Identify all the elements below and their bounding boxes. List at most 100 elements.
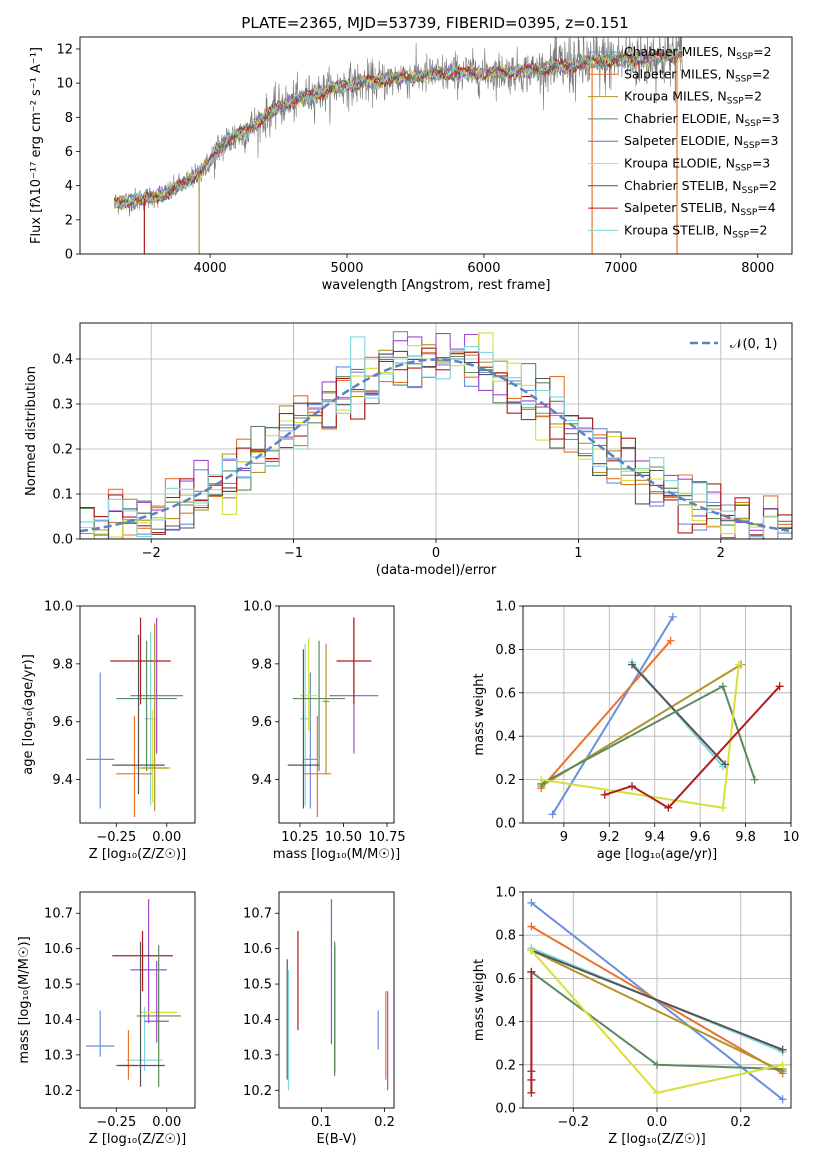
x-axis-label: Z [log₁₀(Z/Z☉)] [608,1132,705,1147]
x-tick-label: 8000 [741,261,774,276]
legend-entry: Salpeter STELIB, NSSP=4 [624,200,776,218]
spectrum-plot-area [113,37,683,254]
series-marker [653,1060,661,1069]
y-axis-label: Flux [fλ10⁻¹⁷ erg cm⁻² s⁻¹ A⁻¹] [29,47,44,244]
x-tick-label: 9 [560,830,568,845]
mass_vs_Z-frame [79,891,196,1109]
x-tick-label: −1 [284,546,303,561]
series-marker [527,1088,536,1097]
y-tick-label: 10.3 [44,1048,73,1063]
x-axis-label: mass [log₁₀(M/M☉)] [273,847,400,862]
y-tick-label: 10.7 [44,907,73,922]
series-marker [628,782,637,791]
y-tick-label: 8 [65,111,73,126]
y-tick-label: 2 [65,213,73,228]
series-marker [718,803,727,812]
legend-entry: Chabrier STELIB, NSSP=2 [624,178,777,196]
y-tick-label: 10.5 [243,978,272,993]
age_vs_mass-frame [278,605,395,824]
age_vs_Z-frame [79,605,196,824]
series-line-1 [540,640,672,789]
y-tick-label: 9.8 [52,657,73,672]
y-tick-label: 9.4 [52,773,73,788]
y-tick-label: 6 [65,145,73,160]
residuals-panel: −2 −1 0 1 2 0.0 0.1 0.2 0.3 0.4 (data-model)/error… [24,322,793,578]
series-marker [666,636,675,645]
x-tick-label: 7000 [604,261,637,276]
legend-entry: Kroupa STELIB, NSSP=2 [624,222,768,240]
spectrum-model-7 [113,48,683,209]
legend-entry: Kroupa ELODIE, NSSP=3 [624,156,770,174]
y-tick-label: 0.8 [495,929,516,944]
y-tick-label: 0.4 [495,730,516,745]
x-tick-label: 5000 [330,261,363,276]
x-tick-label: 9.8 [735,830,756,845]
mass_vs_ebv-plot-area [286,899,389,1091]
series-line-2 [530,949,784,1073]
spectrum-model-5 [113,50,683,208]
legend-entry: Chabrier MILES, NSSP=2 [624,44,772,62]
series-line-4 [631,663,726,766]
x-tick-label: 0.0 [647,1115,668,1130]
y-tick-label: 12 [56,42,73,57]
series-marker [548,810,557,819]
x-axis-label: age [log₁₀(age/yr)] [597,847,718,862]
x-tick-label: 10.75 [368,830,405,845]
series-marker [778,1095,787,1104]
series-marker [527,946,536,955]
x-tick-label: 10 [783,830,800,845]
series-marker [527,967,536,976]
x-tick-label: 0.2 [730,1115,751,1130]
y-tick-label: 0.6 [495,686,516,701]
y-tick-label: 0.2 [495,773,516,788]
series-marker [750,775,759,784]
y-tick-label: 10.6 [243,942,272,957]
x-tick-label: 6000 [467,261,500,276]
x-tick-label: 1 [574,546,582,561]
normal-curve [80,358,792,533]
y-tick-label: 10.7 [243,907,272,922]
series-line-0 [551,616,674,815]
y-tick-label: 0.8 [495,643,516,658]
series-marker [721,760,730,769]
mass_vs_Z-plot-area [86,899,181,1087]
series-marker [527,1067,536,1076]
x-tick-label: 0 [432,546,440,561]
series-marker [718,682,727,691]
legend-entry: Salpeter ELODIE, NSSP=3 [624,133,778,151]
x-tick-label: 9.4 [644,830,665,845]
y-axis-label: mass [log₁₀(M/M☉)] [17,936,32,1063]
series-marker [527,1075,536,1084]
chart-title: PLATE=2365, MJD=53739, FIBERID=0395, z=0… [241,14,628,32]
x-tick-label: 0.00 [152,1115,181,1130]
age_vs_mass-plot-area [287,617,379,818]
series-marker [600,790,609,799]
y-tick-label: 0.0 [495,1102,516,1117]
mass_vs_ebv-frame [278,891,395,1109]
y-tick-label: 10.4 [44,1013,73,1028]
x-tick-label: −0.25 [96,1115,136,1130]
residuals-plot-area [80,331,792,539]
x-axis-label: E(B-V) [316,1132,356,1147]
y-tick-label: 0.4 [495,1015,516,1030]
y-tick-label: 0.6 [495,972,516,987]
y-tick-label: 0.2 [495,1058,516,1073]
y-tick-label: 0.4 [52,353,73,368]
y-tick-label: 10.4 [243,1013,272,1028]
series-marker [664,803,673,812]
spectrum-model-8 [114,46,683,210]
residual-histogram-4 [80,333,792,539]
spectrum-data-line [113,37,683,217]
series-marker [668,612,677,621]
residual-histogram-8 [80,336,792,539]
weight_vs_age-frame [522,605,792,824]
spectrum-model-4 [113,49,683,208]
y-tick-label: 10.0 [44,600,73,615]
y-tick-label: 0.0 [52,533,73,548]
y-tick-label: 1.0 [495,600,516,615]
y-tick-label: 4 [65,179,73,194]
series-line-7 [604,685,781,810]
mass_vs_Z-panel: −0.25 0.00 10.2 10.3 10.4 10.5 10.6 10.7 Z [log₁… [17,891,196,1147]
y-tick-label: 0.3 [52,398,73,413]
